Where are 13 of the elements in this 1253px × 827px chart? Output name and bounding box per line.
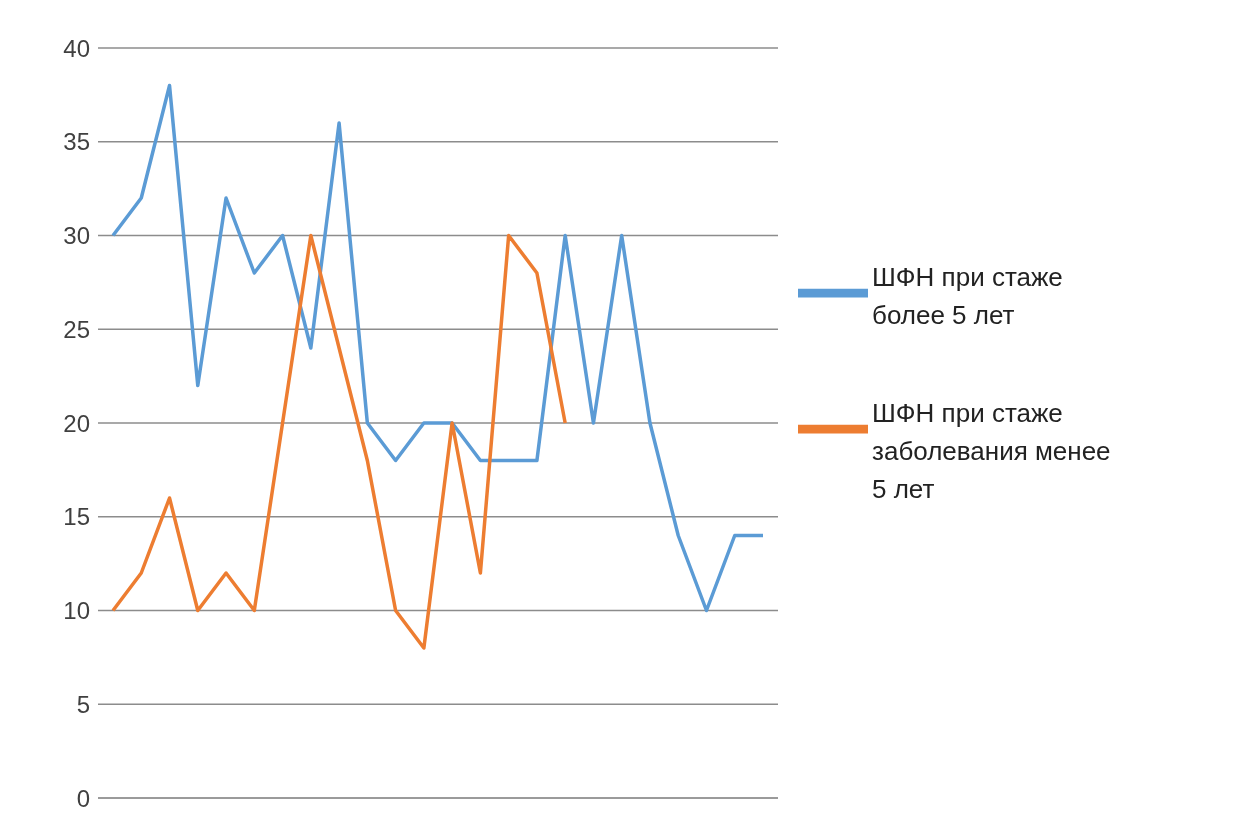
- y-tick-label: 35: [63, 128, 90, 156]
- y-tick-label: 5: [76, 690, 90, 718]
- y-tick-label: 0: [76, 784, 90, 812]
- y-tick-label: 15: [63, 503, 90, 531]
- line-series: [111, 233, 567, 650]
- y-tick-label: 10: [63, 597, 90, 625]
- y-tick-label: 30: [63, 222, 90, 250]
- line-series: [111, 83, 765, 613]
- y-tick-label: 25: [63, 315, 90, 343]
- y-tick-label: 20: [63, 409, 90, 437]
- legend-label: ШФН при стаже более 5 лет: [872, 261, 1064, 332]
- legend-label: ШФН при стаже заболевания менее 5 лет: [872, 397, 1112, 506]
- y-tick-label: 40: [63, 34, 90, 62]
